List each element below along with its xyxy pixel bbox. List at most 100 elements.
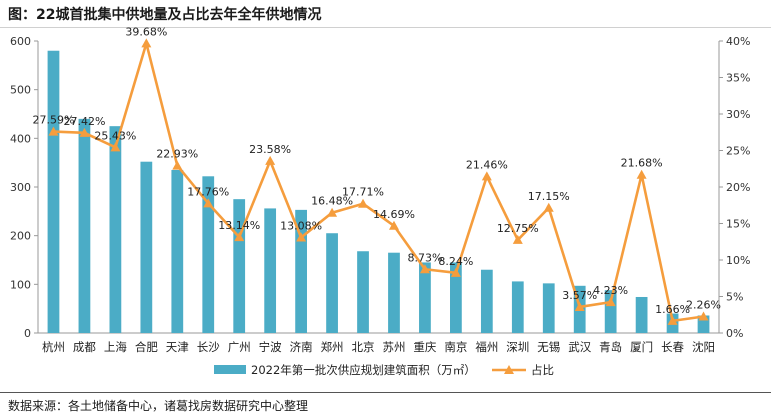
x-tick-label: 宁波	[259, 340, 282, 354]
y-right-tick-label: 25%	[726, 145, 750, 158]
bar	[295, 209, 307, 333]
bar	[357, 251, 369, 333]
y-right-tick-label: 15%	[726, 218, 750, 231]
data-label: 8.24%	[438, 255, 473, 268]
bar	[450, 262, 462, 333]
line-point	[512, 234, 523, 244]
x-tick-label: 苏州	[382, 340, 405, 354]
bar	[388, 252, 400, 333]
bar	[542, 283, 555, 333]
combo-chart: 0 100 200 300 400 500 600 0% 5% 10% 15% 20% 25% 30% 35…	[10, 25, 750, 377]
line-point	[636, 169, 647, 179]
title-divider	[0, 27, 771, 28]
line-point	[110, 142, 121, 152]
y-left-tick-label: 400	[10, 132, 31, 145]
data-label: 13.08%	[280, 220, 322, 233]
line-point	[543, 202, 554, 212]
data-label: 21.46%	[466, 158, 508, 171]
line-point	[48, 126, 59, 136]
y-left-tick-label: 300	[10, 181, 31, 194]
x-tick-label: 重庆	[413, 340, 436, 354]
line-point	[605, 297, 616, 307]
data-label: 13.14%	[218, 219, 260, 232]
x-tick-label: 合肥	[135, 340, 158, 354]
legend-bar-swatch	[214, 365, 246, 374]
data-label: 14.69%	[373, 208, 415, 221]
line-point	[481, 171, 492, 181]
x-tick-label: 南京	[444, 340, 467, 354]
y-left-tick-label: 100	[10, 278, 31, 291]
data-label: 17.76%	[187, 185, 229, 198]
x-tick-label: 长春	[661, 340, 684, 354]
data-label: 27.59%	[33, 114, 75, 127]
line-point	[265, 155, 276, 165]
bar	[78, 118, 91, 333]
line-point	[172, 160, 183, 170]
line-point	[358, 198, 369, 208]
x-tick-label: 沈阳	[692, 340, 715, 354]
data-label: 17.71%	[342, 186, 384, 199]
bar	[326, 233, 338, 333]
bar	[419, 262, 431, 333]
x-tick-label: 杭州	[42, 340, 65, 354]
x-tick-label: 济南	[290, 340, 313, 354]
bar	[264, 208, 277, 333]
line-series	[53, 42, 704, 323]
line-point	[203, 198, 214, 208]
bar	[109, 126, 122, 334]
legend-bar-label: 2022年第一批次供应规划建筑面积（万㎡）	[251, 363, 476, 377]
data-label: 8.73%	[407, 251, 442, 264]
bar	[604, 290, 617, 333]
legend-line-label: 占比	[531, 363, 554, 377]
data-label: 16.48%	[311, 195, 353, 208]
bar	[202, 176, 215, 333]
x-tick-label: 厦门	[630, 340, 653, 354]
data-label: 2.26%	[686, 299, 721, 312]
data-label: 39.68%	[125, 25, 167, 38]
bar	[47, 50, 60, 333]
y-right-tick-label: 35%	[726, 72, 750, 85]
y-right-tick-label: 40%	[726, 35, 750, 48]
y-left-tick-label: 200	[10, 230, 31, 243]
line-point	[327, 207, 338, 217]
y-right-tick-label: 10%	[726, 254, 750, 267]
x-tick-label: 上海	[104, 340, 127, 354]
data-label: 27.42%	[63, 115, 105, 128]
bar	[233, 199, 246, 333]
bar	[140, 161, 153, 333]
bar	[697, 315, 710, 333]
data-label: 25.43%	[94, 129, 136, 142]
x-tick-label: 郑州	[321, 340, 344, 354]
legend-line-marker	[504, 365, 514, 374]
y-right-tick-label: 0%	[726, 327, 743, 340]
line-point	[574, 301, 585, 311]
line-point	[296, 232, 307, 242]
data-label: 1.66%	[655, 303, 690, 316]
x-tick-label: 北京	[352, 340, 375, 354]
data-label: 22.93%	[156, 148, 198, 161]
bar	[635, 296, 648, 333]
line-point	[419, 264, 430, 274]
line-point	[79, 127, 90, 137]
y-right-tick-label: 5%	[726, 291, 743, 304]
y-left-tick-label: 600	[10, 35, 31, 48]
data-label: 3.57%	[562, 289, 597, 302]
bar	[511, 281, 524, 333]
x-tick-label: 天津	[166, 340, 189, 354]
data-label: 21.68%	[621, 157, 663, 170]
x-tick-label: 广州	[228, 340, 251, 354]
y-left-tick-label: 0	[24, 327, 31, 340]
line-point	[667, 315, 678, 325]
data-source: 数据来源：各土地储备中心，诸葛找房数据研究中心整理	[8, 399, 309, 413]
line-point	[388, 220, 399, 230]
chart-title: 图：22城首批集中供地量及占比去年全年供地情况	[8, 7, 322, 23]
line-point	[698, 311, 709, 321]
bar	[171, 169, 184, 333]
x-tick-label: 深圳	[506, 340, 529, 354]
y-right-tick-label: 20%	[726, 181, 750, 194]
x-tick-label: 无锡	[537, 340, 560, 354]
x-tick-label: 福州	[475, 340, 498, 354]
data-label: 17.15%	[528, 190, 570, 203]
bar	[480, 269, 493, 333]
footer-divider	[0, 392, 771, 393]
